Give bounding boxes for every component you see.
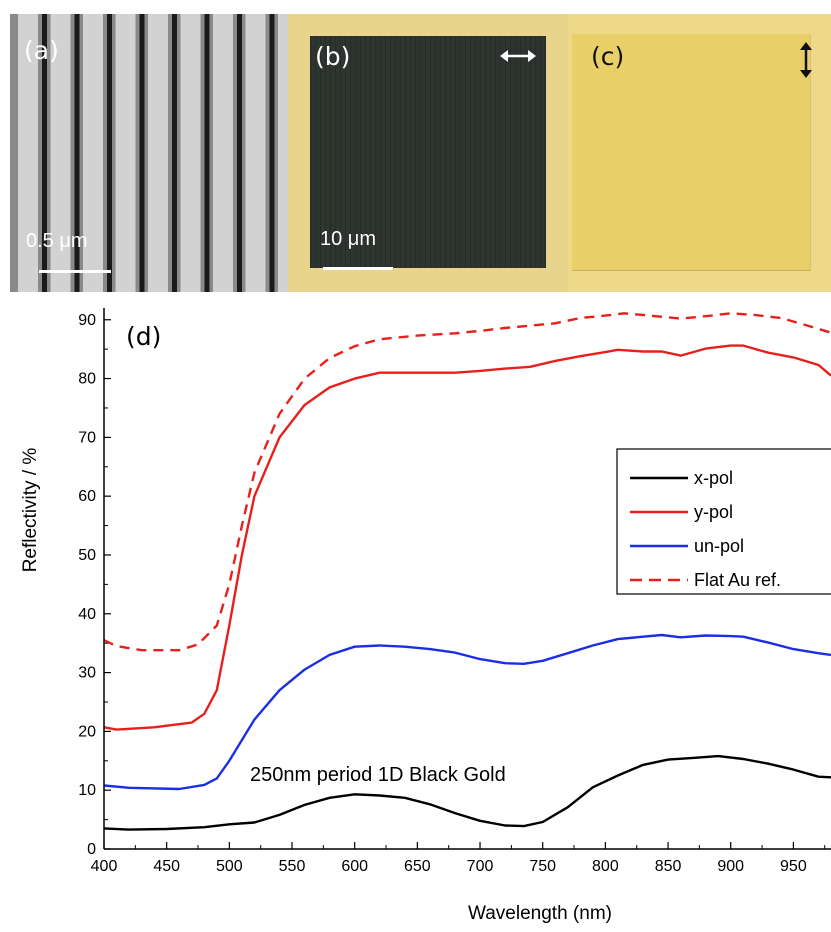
optical-image-y-pol-panel: (c)	[568, 14, 831, 292]
y-tick-label: 20	[78, 723, 96, 740]
scale-bar	[323, 267, 393, 270]
x-tick-label: 750	[529, 858, 556, 875]
scale-bar	[39, 270, 111, 273]
grating-ridge	[278, 14, 288, 292]
grating-groove	[204, 14, 210, 292]
legend-box	[616, 448, 831, 595]
y-tick-label: 60	[78, 488, 96, 505]
x-tick-label: 650	[404, 858, 431, 875]
grating-groove	[74, 14, 80, 292]
panel-d-label: (d)	[126, 322, 161, 351]
grating-ridge	[115, 14, 136, 292]
y-tick-label: 10	[78, 782, 96, 799]
grating-ridge	[50, 14, 71, 292]
grating-groove	[172, 14, 177, 292]
legend-label: x-pol	[694, 468, 733, 488]
vertical-double-arrow-icon	[800, 42, 812, 78]
x-tick-label: 850	[655, 858, 682, 875]
grating-groove	[139, 14, 145, 292]
y-tick-label: 0	[87, 841, 96, 858]
legend-label: y-pol	[694, 502, 733, 522]
y-tick-label: 90	[78, 312, 96, 329]
y-tick-label: 30	[78, 665, 96, 682]
x-tick-label: 900	[717, 858, 744, 875]
y-tick-label: 70	[78, 429, 96, 446]
series-line-flat-au-ref-	[103, 312, 831, 652]
x-tick-label: 800	[592, 858, 619, 875]
panel-c-label: (c)	[591, 42, 625, 71]
y-tick-label: 50	[78, 547, 96, 564]
series-line-y-pol	[103, 344, 831, 731]
dark-grating-square	[310, 36, 546, 268]
grating-ridge	[148, 14, 168, 292]
x-tick-label: 550	[279, 858, 306, 875]
panel-b-label: (b)	[315, 42, 351, 71]
legend-label: Flat Au ref.	[694, 570, 781, 590]
optical-image-x-pol-panel: (b) 10 μm	[288, 14, 568, 292]
chart-annotation: 250nm period 1D Black Gold	[250, 764, 506, 786]
y-tick-label: 40	[78, 606, 96, 623]
legend: x-pol y-pol un-pol Flat Au ref.	[616, 448, 831, 595]
x-tick-label: 400	[91, 858, 118, 875]
y-tick-label: 80	[78, 371, 96, 388]
grating-ridge	[83, 14, 103, 292]
grating-groove	[237, 14, 242, 292]
series-line-x-pol	[103, 754, 831, 831]
panel-a-label: (a)	[24, 36, 59, 65]
x-tick-label: 600	[341, 858, 368, 875]
scale-bar-label: 10 μm	[320, 228, 376, 250]
grating-groove	[42, 14, 47, 292]
grating-groove	[107, 14, 112, 292]
grating-ridge	[180, 14, 201, 292]
grating-groove	[269, 14, 275, 292]
grating-ridge	[245, 14, 266, 292]
sem-micrograph-panel: (a) 0.5 μm	[10, 14, 288, 292]
x-tick-label: 500	[216, 858, 243, 875]
grating-ridge	[18, 14, 38, 292]
series-line-un-pol	[103, 633, 831, 791]
x-tick-label: 450	[153, 858, 180, 875]
x-tick-label: 700	[467, 858, 494, 875]
grating-ridge	[213, 14, 233, 292]
y-axis-title: Reflectivity / %	[20, 448, 41, 573]
grating-pattern	[10, 14, 288, 292]
horizontal-double-arrow-icon	[500, 50, 536, 62]
x-axis-title: Wavelength (nm)	[468, 903, 612, 924]
legend-label: un-pol	[694, 536, 744, 556]
scale-bar-label: 0.5 μm	[26, 230, 88, 252]
bright-grating-square	[572, 34, 811, 271]
x-tick-label: 950	[780, 858, 807, 875]
